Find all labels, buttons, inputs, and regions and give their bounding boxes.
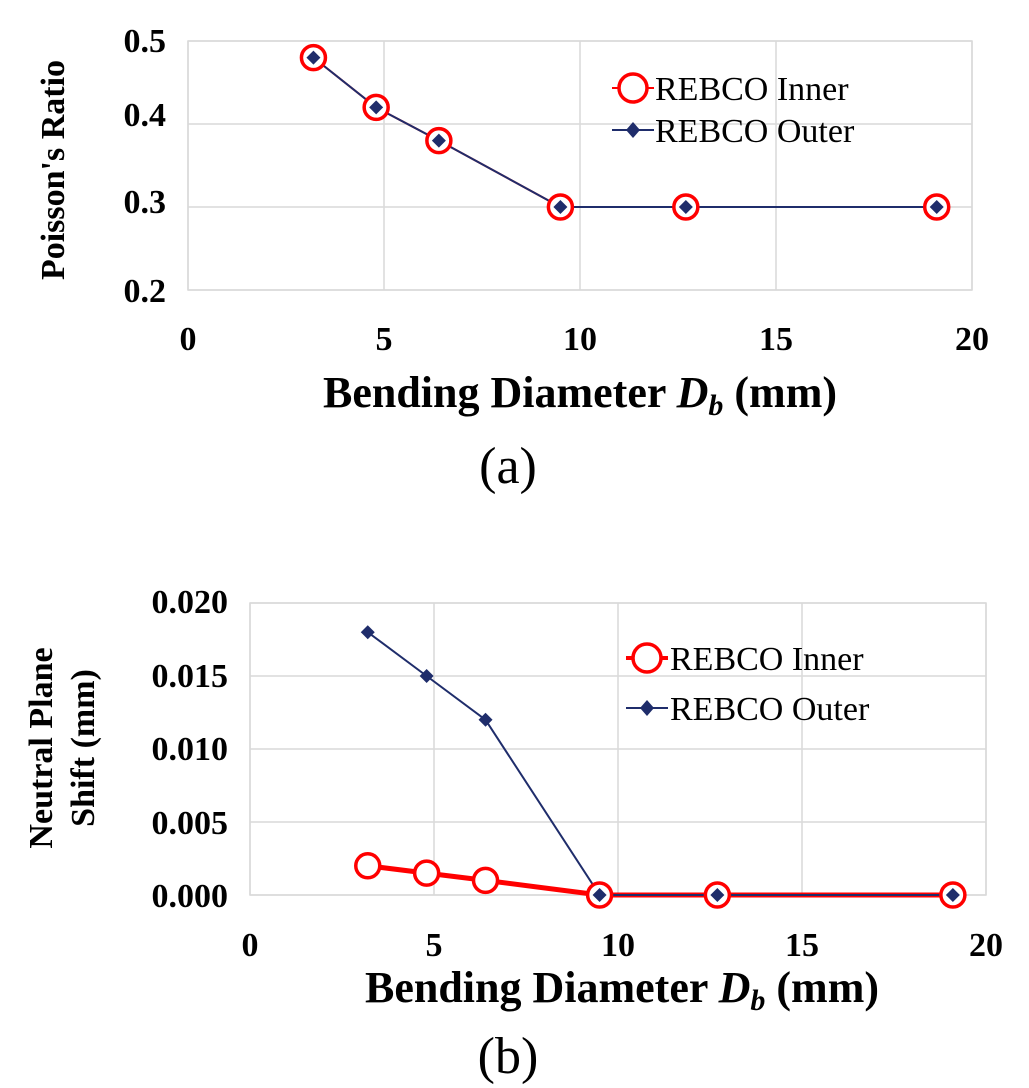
panel-b-chart: 0 5 10 15 20 0.020 0.015 0.010 0.005 0.0…	[23, 584, 1003, 1085]
panel-a-x-tick: 0	[180, 321, 197, 358]
panel-a-y-tick: 0.2	[124, 273, 167, 310]
panel-b-point-outer	[478, 712, 493, 727]
panel-b-y-tick: 0.010	[152, 731, 229, 768]
panel-a-point-outer	[369, 100, 384, 115]
panel-b-point-outer	[710, 888, 725, 902]
panel-b-point-outer	[419, 669, 434, 683]
panel-a-x-tick: 10	[563, 321, 597, 358]
panel-a-series	[299, 43, 951, 221]
panel-a-point-outer	[431, 133, 446, 148]
panel-a-label: (a)	[479, 438, 537, 495]
panel-a-legend-inner-label: REBCO Inner	[655, 71, 849, 108]
panel-a-y-tick: 0.3	[124, 184, 167, 221]
panel-b-grid	[249, 602, 987, 896]
panel-a-x-ticks: 0 5 10 15 20	[180, 321, 990, 358]
panel-b-x-tick: 10	[601, 927, 635, 964]
panel-a-x-tick: 5	[376, 321, 393, 358]
panel-b-x-tick: 15	[785, 927, 819, 964]
panel-a-y-tick: 0.5	[124, 23, 167, 60]
panel-b-y-tick: 0.005	[152, 805, 229, 842]
panel-a-plot-frame	[187, 40, 973, 291]
panel-b-label: (b)	[478, 1028, 539, 1085]
panel-b-y-tick: 0.015	[152, 658, 229, 695]
panel-b-y-tick: 0.020	[152, 584, 229, 621]
panel-a-x-tick: 15	[759, 321, 793, 358]
panel-a-legend-outer-label: REBCO Outer	[655, 113, 855, 150]
panel-b-legend-inner-label: REBCO Inner	[670, 641, 864, 678]
panel-b-x-tick: 20	[969, 927, 1003, 964]
panel-b-point-outer	[592, 888, 607, 902]
panel-b-y-axis-title-line1: Neutral Plane	[23, 647, 60, 848]
panel-b-series	[354, 625, 967, 909]
panel-b-line-outer	[367, 631, 953, 896]
panel-a-point-outer	[678, 200, 693, 214]
panel-a-y-ticks: 0.5 0.4 0.3 0.2	[124, 23, 167, 310]
panel-b-y-axis-title-line2: Shift (mm)	[65, 669, 102, 827]
panel-a-x-tick: 20	[955, 321, 989, 358]
panel-a-grid	[187, 40, 973, 291]
panel-a-legend: REBCO Inner REBCO Outer	[612, 71, 855, 150]
panel-b-point-inner	[412, 859, 441, 887]
panel-b-point-inner	[471, 866, 500, 895]
panel-a-x-axis-title: Bending Diameter Db (mm)	[323, 368, 837, 422]
panel-b-x-tick: 0	[242, 927, 259, 964]
panel-b-x-ticks: 0 5 10 15 20	[242, 927, 1004, 964]
panel-b-legend-outer-label: REBCO Outer	[670, 691, 870, 728]
panel-b-y-ticks: 0.020 0.015 0.010 0.005 0.000	[152, 584, 229, 915]
panel-b-point-inner	[354, 852, 382, 880]
panel-b-legend-inner-marker	[631, 642, 663, 674]
panel-a-point-outer	[929, 200, 944, 214]
panel-a-point-outer	[306, 50, 321, 65]
panel-b-point-outer	[360, 625, 375, 640]
panel-b-legend-outer-marker	[640, 700, 654, 716]
panel-a-legend-inner-marker	[617, 72, 649, 104]
panel-b-legend: REBCO Inner REBCO Outer	[626, 641, 870, 728]
panel-b-x-tick: 5	[426, 927, 443, 964]
panel-a-y-tick: 0.4	[124, 97, 167, 134]
panel-b-point-outer	[945, 888, 960, 902]
panel-a-point-outer	[553, 200, 568, 214]
panel-a-legend-outer-marker	[626, 122, 640, 138]
panel-b-y-tick: 0.000	[152, 878, 229, 915]
panel-b-line-inner	[367, 863, 953, 898]
panel-a-chart: 0 5 10 15 20 0.5 0.4 0.3 0.2 Poisson's R…	[35, 23, 989, 495]
panel-b-x-axis-title: Bending Diameter Db (mm)	[365, 963, 879, 1017]
panel-a-y-axis-title: Poisson's Ratio	[35, 60, 72, 280]
